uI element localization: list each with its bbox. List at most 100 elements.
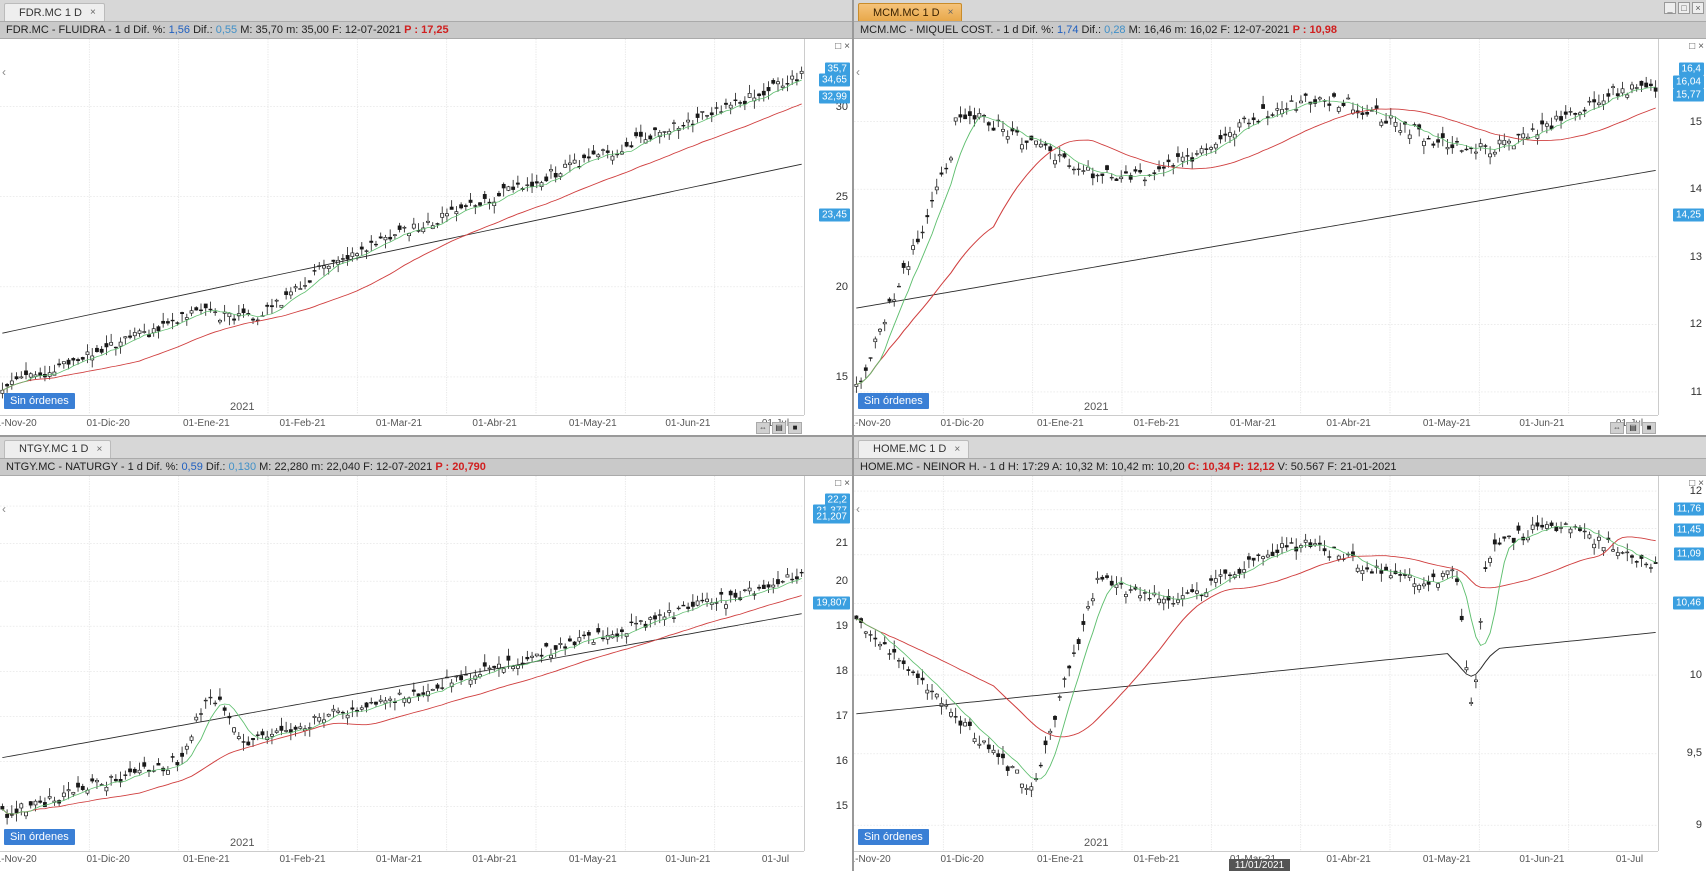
x-tick-ntgy-4: 01-Mar-21 bbox=[376, 854, 422, 865]
close-panel-icon-home[interactable]: × bbox=[1698, 478, 1704, 489]
chart-area-mcm[interactable]: 151413121116,416,0415,7714,2501-Nov-2001… bbox=[854, 39, 1706, 435]
x-tick-ntgy-0: 01-Nov-20 bbox=[0, 854, 37, 865]
year-label-home: 2021 bbox=[1084, 837, 1108, 849]
price-badge-fdr-1: 34,65 bbox=[819, 74, 850, 87]
scale-icon-fdr[interactable]: ⇔ bbox=[756, 422, 770, 434]
m2-value: 16,02 bbox=[1190, 24, 1218, 36]
f-value: 12-07-2021 bbox=[376, 461, 432, 473]
no-orders-badge-home: Sin órdenes bbox=[858, 829, 929, 845]
tab-ntgy[interactable]: NTGY.MC 1 D × bbox=[4, 440, 111, 458]
m-value: 16,46 bbox=[1144, 24, 1172, 36]
scroll-left-icon-mcm[interactable]: ‹ bbox=[856, 65, 860, 79]
tab-close-icon-mcm[interactable]: × bbox=[948, 7, 954, 18]
current-price-badge-ntgy: 19,807 bbox=[813, 597, 850, 610]
dif-value: 0,130 bbox=[229, 461, 257, 473]
tab-fdr[interactable]: FDR.MC 1 D × bbox=[4, 3, 105, 21]
chart-area-home[interactable]: 1211,7611,4511,0910,46109,5911,7611,4511… bbox=[854, 476, 1706, 871]
scale-icon-mcm[interactable]: ⇔ bbox=[1610, 422, 1624, 434]
dif-pct-value: 1,56 bbox=[169, 24, 190, 36]
pin-icon-ntgy[interactable]: □ bbox=[835, 478, 841, 489]
pin-icon-home[interactable]: □ bbox=[1689, 478, 1695, 489]
m2-value: 22,040 bbox=[326, 461, 360, 473]
panel-window-icons-fdr[interactable]: □ × bbox=[835, 41, 850, 52]
close-button[interactable]: × bbox=[1692, 2, 1704, 14]
p-value: P : 17,25 bbox=[404, 24, 448, 36]
log-icon-mcm[interactable]: ▤ bbox=[1626, 422, 1640, 434]
year-label-ntgy: 2021 bbox=[230, 837, 254, 849]
x-tick-mcm-7: 01-Jun-21 bbox=[1519, 418, 1564, 429]
close-panel-icon-ntgy[interactable]: × bbox=[844, 478, 850, 489]
x-tick-mcm-3: 01-Feb-21 bbox=[1133, 418, 1179, 429]
x-tick-ntgy-2: 01-Ene-21 bbox=[183, 854, 230, 865]
chart-toolbar-fdr[interactable]: ⇔ ▤ ■ bbox=[756, 422, 802, 434]
x-tick-mcm-5: 01-Abr-21 bbox=[1326, 418, 1370, 429]
chart-area-fdr[interactable]: 3025201535,734,6532,9923,4501-Nov-2001-D… bbox=[0, 39, 852, 435]
fullbox-icon-fdr[interactable]: ■ bbox=[788, 422, 802, 434]
selected-date-badge-home[interactable]: 11/01/2021 bbox=[1229, 859, 1290, 871]
tab-close-icon-ntgy[interactable]: × bbox=[96, 444, 102, 455]
x-tick-home-3: 01-Feb-21 bbox=[1133, 854, 1179, 865]
f-label: F: bbox=[363, 461, 373, 473]
x-tick-home-1: 01-Dic-20 bbox=[940, 854, 983, 865]
y-tick-ntgy-7: 15 bbox=[836, 800, 848, 812]
x-axis-ntgy[interactable]: 01-Nov-20 01-Dic-20 01-Ene-21 01-Feb-21 01-M… bbox=[0, 851, 804, 871]
m-value: 22,280 bbox=[274, 461, 308, 473]
y-tick-mcm-0: 15 bbox=[1690, 116, 1702, 128]
scroll-left-icon-fdr[interactable]: ‹ bbox=[2, 65, 6, 79]
tab-strip: NTGY.MC 1 D × bbox=[0, 437, 852, 459]
log-icon-fdr[interactable]: ▤ bbox=[772, 422, 786, 434]
secondary-price-badge-home-1: 10,46 bbox=[1673, 597, 1704, 610]
close-panel-icon-mcm[interactable]: × bbox=[1698, 41, 1704, 52]
x-tick-fdr-1: 01-Dic-20 bbox=[86, 418, 129, 429]
x-tick-home-0: 01-Nov-20 bbox=[854, 854, 891, 865]
tab-close-icon-fdr[interactable]: × bbox=[90, 7, 96, 18]
fullbox-icon-mcm[interactable]: ■ bbox=[1642, 422, 1656, 434]
p-value: P : 20,790 bbox=[435, 461, 486, 473]
symbol-name: FDR.MC - FLUIDRA bbox=[6, 24, 105, 36]
a-field: A: 10,32 bbox=[1052, 461, 1093, 473]
y-tick-ntgy-2: 20 bbox=[836, 575, 848, 587]
x-axis-mcm[interactable]: 01-Nov-20 01-Dic-20 01-Ene-21 01-Feb-21 01-M… bbox=[854, 415, 1658, 435]
y-axis-fdr[interactable]: 30 25 20 15 35,7 34,65 32,99 23,45 bbox=[804, 39, 852, 415]
scroll-left-icon-ntgy[interactable]: ‹ bbox=[2, 502, 6, 516]
symbol-name: HOME.MC - NEINOR H. bbox=[860, 461, 980, 473]
y-axis-mcm[interactable]: 15 14 13 12 11 16,4 16,04 15,77 14,25 bbox=[1658, 39, 1706, 415]
x-tick-home-6: 01-May-21 bbox=[1423, 854, 1471, 865]
price-badge-mcm-1: 16,04 bbox=[1673, 76, 1704, 89]
x-tick-mcm-0: 01-Nov-20 bbox=[854, 418, 891, 429]
tab-home[interactable]: HOME.MC 1 D × bbox=[858, 440, 969, 458]
tab-mcm[interactable]: MCM.MC 1 D × bbox=[858, 3, 962, 21]
price-badge-home-0: 11,76 bbox=[1674, 503, 1704, 516]
panel-window-icons-ntgy[interactable]: □ × bbox=[835, 478, 850, 489]
x-axis-fdr[interactable]: 01-Nov-20 01-Dic-20 01-Ene-21 01-Feb-21 01-M… bbox=[0, 415, 804, 435]
panel-window-icons-mcm[interactable]: □ × bbox=[1689, 41, 1704, 52]
y-tick-mcm-1: 14 bbox=[1690, 183, 1702, 195]
price-badge-ntgy-2: 21,207 bbox=[813, 510, 850, 523]
panel-window-icons-home[interactable]: □ × bbox=[1689, 478, 1704, 489]
info-bar-fdr: FDR.MC - FLUIDRA - 1 d Dif. %: 1,56 Dif.… bbox=[0, 22, 852, 39]
m-field: M: 10,42 bbox=[1096, 461, 1139, 473]
m2-label: m: bbox=[1175, 24, 1187, 36]
dif-pct-label: Dif. %: bbox=[146, 461, 178, 473]
dif-label: Dif.: bbox=[193, 24, 213, 36]
y-axis-home[interactable]: 1211,7611,4511,0910,46109,5911,7611,4511… bbox=[1658, 476, 1706, 852]
minimize-button[interactable]: _ bbox=[1664, 2, 1676, 14]
x-tick-mcm-6: 01-May-21 bbox=[1423, 418, 1471, 429]
secondary-price-badge-home-0: 11,09 bbox=[1674, 548, 1704, 561]
m-label: M: bbox=[1129, 24, 1141, 36]
tab-close-icon-home[interactable]: × bbox=[954, 444, 960, 455]
current-price-badge-mcm: 14,25 bbox=[1673, 209, 1704, 222]
chart-area-ntgy[interactable]: 222120191817161522,221,37721,20719,80701… bbox=[0, 476, 852, 871]
c-field: C: 10,34 bbox=[1188, 461, 1230, 473]
pin-icon-fdr[interactable]: □ bbox=[835, 41, 841, 52]
scroll-left-icon-home[interactable]: ‹ bbox=[856, 502, 860, 516]
pin-icon-mcm[interactable]: □ bbox=[1689, 41, 1695, 52]
dif-pct-value: 1,74 bbox=[1057, 24, 1078, 36]
y-tick-mcm-2: 13 bbox=[1690, 251, 1702, 263]
chart-toolbar-mcm[interactable]: ⇔ ▤ ■ bbox=[1610, 422, 1656, 434]
restore-button[interactable]: □ bbox=[1678, 2, 1690, 14]
x-tick-fdr-2: 01-Ene-21 bbox=[183, 418, 230, 429]
close-panel-icon-fdr[interactable]: × bbox=[844, 41, 850, 52]
x-tick-mcm-1: 01-Dic-20 bbox=[940, 418, 983, 429]
